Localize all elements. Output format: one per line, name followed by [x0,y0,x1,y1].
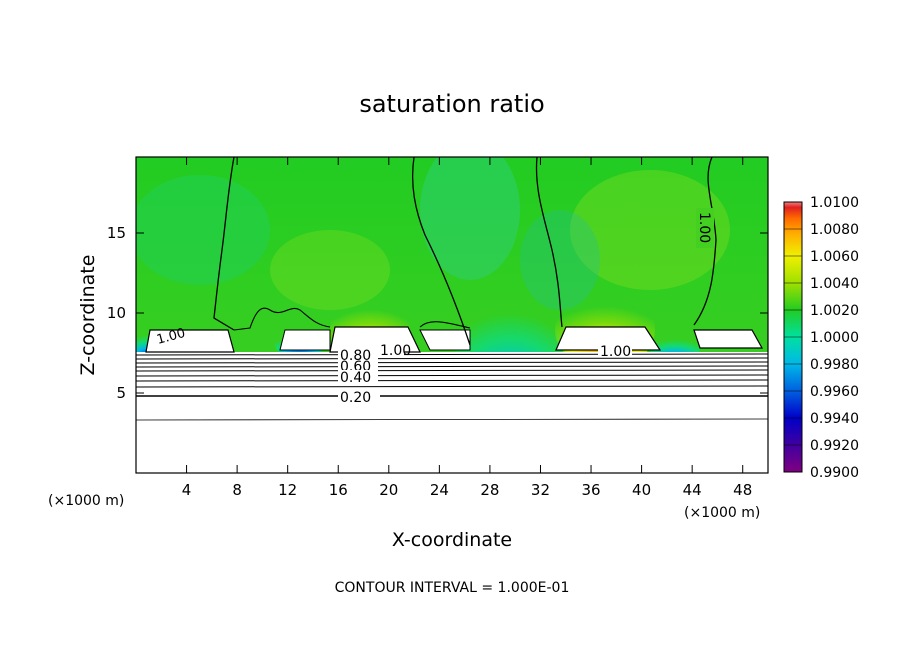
x-tick-label: 40 [632,481,651,499]
field-patch [136,175,270,285]
contour-line [136,374,768,377]
x-tick-label: 28 [480,481,499,499]
x-tick-label: 24 [430,481,449,499]
x-tick-label: 44 [683,481,702,499]
plot-frame [135,156,769,474]
contour-line [136,369,768,372]
contour-line [136,357,768,360]
x-tick-label: 12 [278,481,297,499]
contour-label-bg [598,343,632,357]
contour-label: 1.00 [600,344,631,360]
contour-line [233,307,471,331]
contour-line [136,361,768,364]
field-patch [520,210,600,310]
x-tick-label: 36 [581,481,600,499]
cloud-block [419,329,471,351]
contour-line [535,157,563,328]
cloud-block [693,329,764,349]
field-patch [420,157,520,280]
contour-label: 1.00 [155,326,187,348]
x-tick-label: 32 [531,481,550,499]
plot-area: 1.00 1.00 1.00 0.80 0.60 0.40 0.20 1.00 [136,157,768,473]
contour-line [213,157,235,331]
colorbar-label: 0.9900 [810,465,859,481]
contour-label-bg [338,348,378,360]
x-axis-label: X-coordinate [392,529,512,551]
field-patch [270,230,390,310]
x-tick-label: 4 [182,481,192,499]
colorbar-label: 1.0100 [810,195,859,211]
colorbar-label: 0.9920 [810,438,859,454]
contour-line [136,394,768,398]
colorbar-label: 1.0040 [810,276,859,292]
contour-label-bg [338,370,378,383]
cloud-block [145,329,235,353]
contour-line [136,379,768,382]
contour-label: 1.00 [696,212,712,243]
colorbar-label: 1.0080 [810,222,859,238]
cloud-block [279,329,331,351]
contour-label-bg [338,360,378,372]
x-tick-label: 8 [232,481,242,499]
contour-label-bg [378,342,404,356]
chart-title: saturation ratio [359,90,544,118]
y-tick-label: 5 [116,384,126,402]
x-unit-right: (×1000 m) [684,505,760,521]
colorbar-label: 0.9960 [810,384,859,400]
y-tick-label: 15 [107,224,126,242]
colorbar-label: 0.9980 [810,357,859,373]
colorbar-label: 0.9940 [810,411,859,427]
x-tick-label: 16 [329,481,348,499]
x-tick-label: 48 [733,481,752,499]
contour-label-bg [338,389,380,403]
field-patch [570,170,730,290]
contour-line [136,365,768,368]
y-tick-label: 10 [107,304,126,322]
contour-label: 1.00 [380,343,411,359]
contour-line [411,157,471,346]
colorbar-label: 1.0000 [810,330,859,346]
y-axis: 5 10 15 [107,224,768,402]
cloud-block [555,326,662,351]
contour-label: 0.20 [340,390,371,406]
contour-line [136,353,768,356]
x-tick-label: 20 [379,481,398,499]
contour-line [136,385,768,388]
contour-interval-note: CONTOUR INTERVAL = 1.000E-01 [335,580,570,596]
contour-label: 0.40 [340,370,371,386]
colorbar-label: 1.0020 [810,303,859,319]
contour-label-bg [696,208,714,248]
colorbar: 1.0100 1.0080 1.0060 1.0040 1.0020 1.0000 0.99… [783,195,859,481]
subcloud-region [136,352,768,473]
x-unit-left: (×1000 m) [48,493,124,509]
contour-line [693,157,717,326]
y-axis-label: Z-coordinate [77,255,99,376]
colorbar-ticks: 1.0100 1.0080 1.0060 1.0040 1.0020 1.0000 0.99… [784,195,859,481]
colorbar-label: 1.0060 [810,249,859,265]
x-axis: 4 8 12 16 20 24 28 32 36 40 44 48 [182,157,752,499]
